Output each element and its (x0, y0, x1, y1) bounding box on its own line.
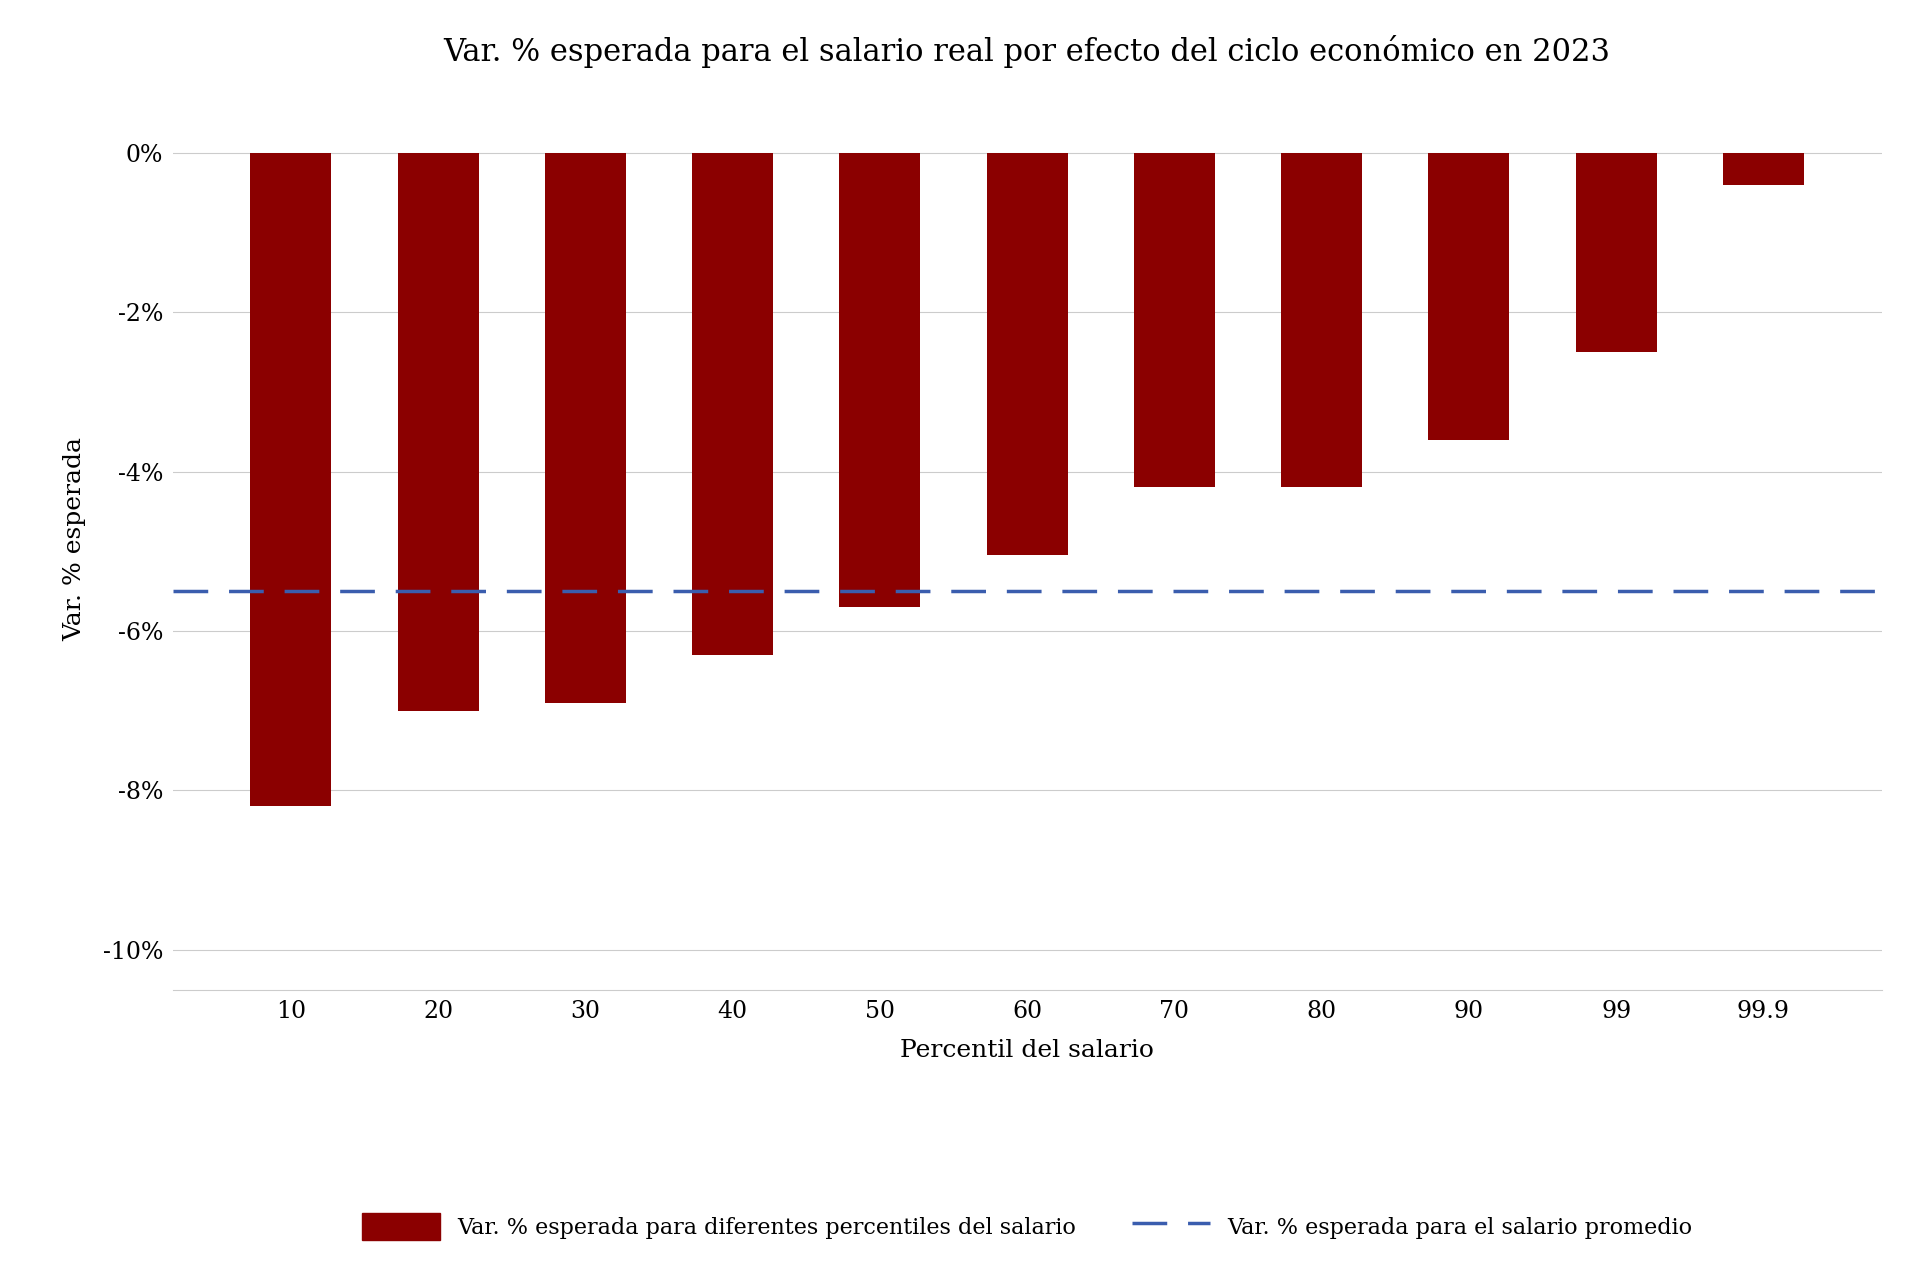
Bar (1428, 152, 1509, 439)
Bar (1135, 152, 1215, 487)
X-axis label: Percentil del salario: Percentil del salario (900, 1039, 1154, 1062)
Bar (1576, 152, 1657, 352)
Bar (250, 152, 332, 806)
Bar (397, 152, 478, 711)
Bar (693, 152, 774, 655)
Y-axis label: Var. % esperada: Var. % esperada (63, 438, 86, 641)
Bar (545, 152, 626, 703)
Bar (839, 152, 920, 607)
Bar (1281, 152, 1361, 487)
Legend: Var. % esperada para diferentes percentiles del salario, Var. % esperada para el: Var. % esperada para diferentes percenti… (353, 1204, 1701, 1249)
Title: Var. % esperada para el salario real por efecto del ciclo económico en 2023: Var. % esperada para el salario real por… (444, 36, 1611, 69)
Bar (987, 152, 1068, 556)
Bar (1722, 152, 1805, 184)
